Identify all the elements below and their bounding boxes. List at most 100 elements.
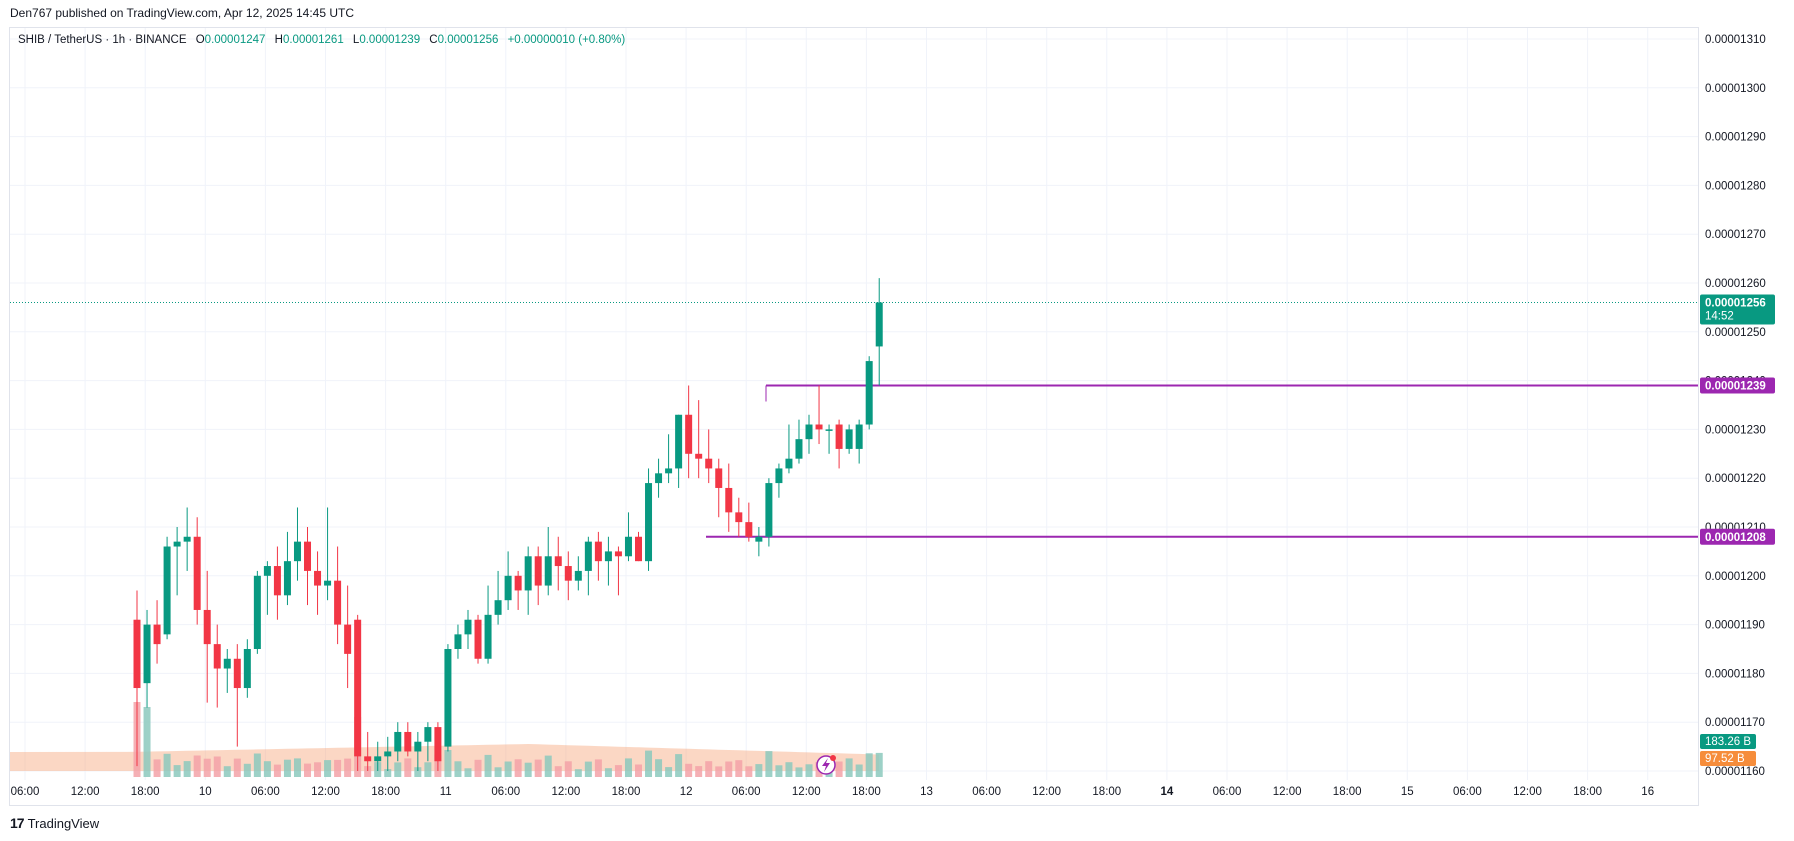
- candle-body: [594, 541, 602, 562]
- volume-bar: [665, 767, 673, 777]
- candle-body: [464, 619, 472, 635]
- candle-body: [153, 624, 161, 645]
- volume-bar: [695, 766, 703, 777]
- x-tick-label: 12:00: [311, 786, 340, 798]
- volume-bar: [725, 761, 733, 777]
- x-tick-label: 18:00: [1573, 786, 1602, 798]
- volume-bar: [233, 758, 241, 777]
- candle-body: [354, 619, 362, 757]
- x-tick-label: 16: [1641, 786, 1654, 798]
- volume-bar: [263, 761, 271, 777]
- x-tick-label: 18:00: [371, 786, 400, 798]
- tradingview-logo-icon: 17: [10, 815, 25, 831]
- volume-bar: [203, 758, 211, 777]
- level-price-badge: [1700, 528, 1775, 545]
- candle-body: [805, 424, 813, 440]
- candle-body: [263, 566, 271, 576]
- low-label: L: [352, 34, 360, 46]
- volume-bar: [795, 767, 803, 777]
- candle-body: [725, 487, 733, 513]
- x-tick-label: 06:00: [1213, 786, 1242, 798]
- candle-body: [374, 756, 382, 762]
- volume-bar: [735, 760, 743, 777]
- volume-bar: [785, 762, 793, 777]
- candle-body: [715, 468, 723, 488]
- volume-bar: [364, 766, 372, 777]
- candle-body: [524, 556, 532, 591]
- candle-body: [394, 731, 402, 752]
- x-tick-label: 06:00: [251, 786, 280, 798]
- candle-body: [624, 536, 632, 557]
- candle-body: [293, 541, 301, 562]
- candle-body: [173, 541, 181, 547]
- volume-bar: [223, 766, 231, 777]
- volume-bar: [464, 768, 472, 777]
- candle-body: [775, 468, 783, 484]
- x-tick-label: 06:00: [732, 786, 761, 798]
- candle-body: [334, 580, 342, 625]
- x-tick-label: 18:00: [612, 786, 641, 798]
- volume-bar: [494, 767, 502, 777]
- symbol-name[interactable]: SHIB / TetherUS · 1h · BINANCE: [18, 34, 187, 46]
- volume-bar: [163, 753, 171, 777]
- x-tick-label: 06:00: [11, 786, 40, 798]
- volume-bar: [143, 707, 151, 777]
- tradingview-brand: TradingView: [27, 815, 100, 831]
- volume-bar: [554, 766, 562, 777]
- volume-bar: [685, 763, 693, 777]
- candle-body: [745, 522, 753, 537]
- volume-ma-badge: [1700, 751, 1756, 766]
- last-price-badge: [1700, 294, 1775, 325]
- volume-bar: [384, 769, 392, 777]
- candle-body: [143, 624, 151, 684]
- y-tick-label: 0.00001270: [1705, 229, 1766, 241]
- volume-bar: [715, 766, 723, 777]
- volume-bar: [404, 758, 412, 777]
- candle-body: [283, 561, 291, 596]
- x-tick-label: 18:00: [852, 786, 881, 798]
- volume-bar: [755, 764, 763, 777]
- volume-bar: [193, 755, 201, 777]
- candle-body: [675, 414, 683, 469]
- x-tick-label: 13: [920, 786, 933, 798]
- open-value: 0.00001247: [204, 34, 266, 46]
- y-tick-label: 0.00001170: [1705, 717, 1765, 729]
- candle-body: [434, 727, 442, 762]
- candle-body: [614, 551, 622, 557]
- y-tick-label: 0.00001260: [1705, 278, 1766, 290]
- candle-body: [534, 556, 542, 586]
- level-price-label: 0.00001239: [1705, 380, 1766, 392]
- candle-body: [344, 624, 352, 654]
- volume-bar: [474, 759, 482, 777]
- candle-body: [514, 575, 522, 591]
- candle-body: [133, 619, 141, 689]
- candle-body: [584, 541, 592, 571]
- candle-body: [183, 536, 191, 542]
- close-label: C: [429, 34, 438, 46]
- volume-bar: [324, 760, 332, 777]
- x-tick-label: 12:00: [552, 786, 581, 798]
- x-tick-label: 06:00: [491, 786, 520, 798]
- last-price-label: 0.00001256: [1705, 298, 1766, 310]
- candle-body: [845, 429, 853, 449]
- candle-body: [655, 473, 663, 484]
- volume-bar: [394, 762, 402, 777]
- x-tick-label: 15: [1401, 786, 1414, 798]
- candle-body: [474, 619, 482, 659]
- candle-body: [203, 609, 211, 645]
- volume-ma-label: 97.52 B: [1705, 753, 1745, 765]
- candle-body: [233, 658, 241, 689]
- candle-body: [645, 483, 653, 562]
- open-label: O: [195, 34, 205, 46]
- x-tick-label: 12: [680, 786, 693, 798]
- volume-bar: [304, 763, 312, 777]
- volume-bar: [765, 751, 773, 777]
- volume-bar: [564, 761, 572, 777]
- change-value: +0.00000010 (+0.80%): [507, 34, 626, 46]
- candle-body: [444, 649, 452, 747]
- tradingview-footer[interactable]: 17 TradingView: [10, 815, 99, 831]
- volume-bar: [775, 765, 783, 777]
- x-tick-label: 12:00: [71, 786, 100, 798]
- y-tick-label: 0.00001220: [1705, 473, 1766, 485]
